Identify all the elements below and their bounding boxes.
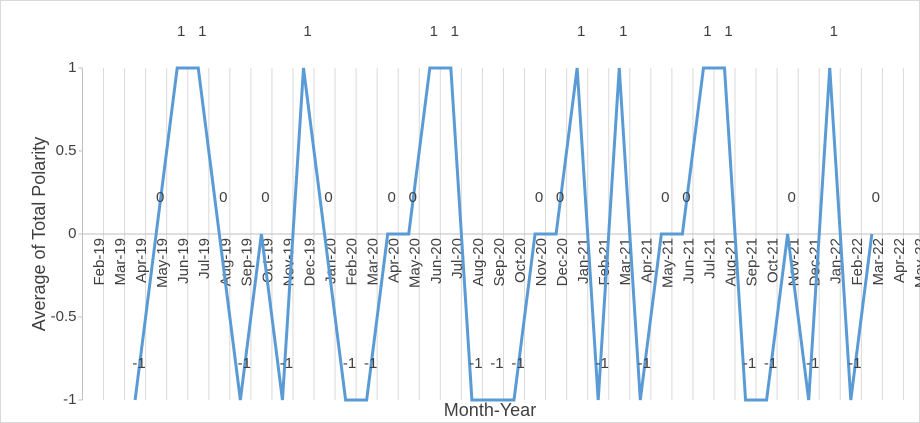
data-label: 1 bbox=[830, 23, 838, 40]
y-tick-label: 0.5 bbox=[56, 142, 77, 159]
data-label: -1 bbox=[596, 355, 609, 372]
y-tick-label: -1 bbox=[63, 391, 76, 408]
x-tick-label: Oct-21 bbox=[765, 238, 782, 283]
x-tick-label: Dec-19 bbox=[301, 238, 318, 286]
data-label: -1 bbox=[132, 355, 145, 372]
data-label: 0 bbox=[661, 189, 669, 206]
data-label: 0 bbox=[219, 189, 227, 206]
data-label: 1 bbox=[303, 23, 311, 40]
data-label: 1 bbox=[724, 23, 732, 40]
x-tick-label: Jun-20 bbox=[428, 238, 445, 284]
data-label: 0 bbox=[535, 189, 543, 206]
x-tick-label: Jul-21 bbox=[701, 238, 718, 279]
x-tick-label: Dec-20 bbox=[554, 238, 571, 286]
x-tick-label: Jun-21 bbox=[680, 238, 697, 284]
y-tick-label: 0 bbox=[68, 225, 76, 242]
line bbox=[133, 66, 874, 402]
x-tick-label: May-22 bbox=[912, 238, 920, 288]
x-tick-label: Mar-19 bbox=[112, 238, 129, 286]
data-label: -1 bbox=[490, 355, 503, 372]
x-tick-label: Apr-22 bbox=[891, 238, 908, 283]
data-label: 1 bbox=[619, 23, 627, 40]
data-label: -1 bbox=[469, 355, 482, 372]
data-label: 0 bbox=[156, 189, 164, 206]
x-tick-label: May-19 bbox=[154, 238, 171, 288]
x-tick-label: May-20 bbox=[407, 238, 424, 288]
data-label: 1 bbox=[198, 23, 206, 40]
data-label: 1 bbox=[177, 23, 185, 40]
x-tick-label: Sep-21 bbox=[744, 238, 761, 286]
data-label: 0 bbox=[872, 189, 880, 206]
y-tick-label: 1 bbox=[68, 59, 76, 76]
x-tick-label: Sep-20 bbox=[491, 238, 508, 286]
y-tick-label: -0.5 bbox=[51, 308, 77, 325]
x-tick-label: Mar-20 bbox=[365, 238, 382, 286]
data-label: 1 bbox=[703, 23, 711, 40]
data-label: 1 bbox=[577, 23, 585, 40]
y-axis-title: Average of Total Polarity bbox=[29, 137, 49, 331]
data-label: -1 bbox=[280, 355, 293, 372]
x-tick-label: Apr-20 bbox=[386, 238, 403, 283]
x-tick-label: Feb-20 bbox=[344, 238, 361, 286]
data-label: 0 bbox=[388, 189, 396, 206]
data-label: -1 bbox=[806, 355, 819, 372]
data-label: 0 bbox=[556, 189, 564, 206]
data-label: 0 bbox=[409, 189, 417, 206]
data-label: 0 bbox=[324, 189, 332, 206]
x-axis-title: Month-Year bbox=[444, 400, 536, 420]
x-tick-label: Mar-22 bbox=[870, 238, 887, 286]
x-tick-label: Feb-22 bbox=[849, 238, 866, 286]
data-label: 1 bbox=[430, 23, 438, 40]
data-label: -1 bbox=[638, 355, 651, 372]
x-tick-label: Feb-19 bbox=[91, 238, 108, 286]
data-label: 0 bbox=[787, 189, 795, 206]
data-label: -1 bbox=[764, 355, 777, 372]
data-label: -1 bbox=[238, 355, 251, 372]
x-tick-label: May-21 bbox=[659, 238, 676, 288]
x-tick-label: Nov-20 bbox=[533, 238, 550, 286]
data-label: -1 bbox=[848, 355, 861, 372]
data-label: -1 bbox=[364, 355, 377, 372]
x-tick-label: Oct-20 bbox=[512, 238, 529, 283]
x-tick-label: Aug-20 bbox=[470, 238, 487, 286]
x-tick-label: Jul-19 bbox=[196, 238, 213, 279]
x-tick-label: Sep-19 bbox=[238, 238, 255, 286]
x-tick-label: Jun-19 bbox=[175, 238, 192, 284]
data-label: 0 bbox=[261, 189, 269, 206]
data-label: 0 bbox=[682, 189, 690, 206]
x-tick-label: Apr-21 bbox=[638, 238, 655, 283]
data-label: -1 bbox=[511, 355, 524, 372]
data-label: 1 bbox=[451, 23, 459, 40]
data-label: -1 bbox=[743, 355, 756, 372]
data-label: -1 bbox=[343, 355, 356, 372]
x-tick-label: Apr-19 bbox=[133, 238, 150, 283]
